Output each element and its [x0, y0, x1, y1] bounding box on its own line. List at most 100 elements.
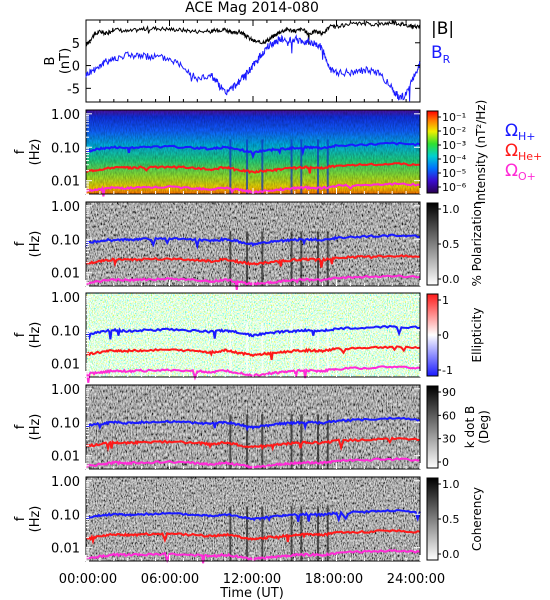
panel-intensity: 1.00 0.10 0.01 f (Hz) 10⁻¹10⁻²10⁻³10⁻⁴10⁻⁵10⁻…	[13, 100, 542, 205]
colorbar-label: Coherency	[470, 487, 484, 551]
colorbar-tick-label: -1	[442, 364, 453, 377]
dropout-streak	[317, 322, 320, 377]
gyrofrequency-line-he	[85, 254, 420, 268]
panel-kdotb: 1.00 0.10 0.01 f (Hz) 90 60 30 0 k dot B (Deg)	[13, 383, 491, 470]
legend-br: BR	[431, 43, 451, 66]
colorbar-tick-label: 10⁻⁵	[442, 167, 466, 180]
dropout-streak	[290, 231, 293, 286]
colorbar-ellipticity	[426, 293, 439, 377]
colorbar-polarization	[426, 202, 439, 286]
legend-br-main: B	[431, 43, 443, 63]
gyrofrequency-line-he	[85, 529, 421, 546]
panel-coherency: 1.00 0.10 0.01 f (Hz) 1.0 0.5 0.0 Coherency	[13, 475, 484, 564]
b-field-series	[85, 19, 421, 102]
ylabel-line2: (Hz)	[28, 139, 43, 166]
dropout-streak	[317, 414, 320, 469]
panel-polarization: 1.00 0.10 0.01 f (Hz) 1.0 0.5 0.0 % Polarization	[13, 200, 484, 290]
gyrofrequency-line-o	[85, 274, 421, 290]
ytick-label: 1.00	[51, 108, 80, 123]
dropout-streak	[261, 139, 264, 194]
ytick-label: 1.00	[51, 475, 80, 490]
xtick-label-3: 18:00:00	[305, 572, 363, 587]
xtick-label-2: 12:00:00	[223, 572, 281, 587]
b-ytick-label: 0	[72, 60, 80, 75]
xtick-label-1: 06:00:00	[141, 572, 199, 587]
colorbar-label-line1: k dot B	[463, 406, 477, 448]
xtick-label-4: 24:00:00	[387, 572, 445, 587]
ylabel-line1: f	[13, 241, 28, 246]
series-line-br	[85, 34, 421, 102]
colorbar-tick-label: 0.5	[442, 238, 460, 251]
ylabel-line1: f	[13, 424, 28, 429]
dropout-streak	[261, 231, 264, 286]
colorbar-tick-label: 10⁻⁴	[442, 153, 467, 166]
ytick-label: 0.10	[51, 324, 80, 339]
colorbar-tick-label: 0	[442, 329, 449, 342]
colorbar-tick-label: 1.0	[442, 478, 460, 491]
ylabel-line2: (Hz)	[28, 231, 43, 258]
ytick-label: 0.01	[51, 175, 80, 190]
figure-title: ACE Mag 2014-080	[185, 0, 319, 16]
gyrofrequency-line-he	[85, 162, 420, 174]
dropout-streak	[300, 322, 303, 377]
gyrofrequency-line-he	[85, 436, 421, 453]
dropout-streak	[290, 506, 293, 561]
colorbar-label-line2: (Deg)	[477, 410, 491, 444]
dropout-streak	[229, 231, 232, 286]
ytick-label: 0.10	[51, 233, 80, 248]
colorbar-intensity	[426, 110, 439, 194]
gyrofrequency-line-h	[85, 416, 421, 432]
ytick-label: 0.01	[51, 542, 80, 557]
dropout-streak	[246, 506, 249, 561]
series-line-b-magnitude	[85, 19, 421, 47]
gyrofrequency-line-h	[85, 324, 421, 341]
dropout-streak	[229, 322, 232, 377]
dropout-streak	[246, 231, 249, 286]
dropout-streak	[300, 414, 303, 469]
ylabel-line1: f	[13, 516, 28, 521]
colorbar-tick-label: 0.0	[442, 273, 460, 286]
dropout-streak	[229, 414, 232, 469]
colorbar-tick-label: 10⁻²	[442, 125, 466, 138]
gyrofrequency-line-h	[85, 141, 421, 160]
gyrofrequency-line-o	[85, 549, 421, 564]
legend-omega-o: ΩO+	[505, 161, 536, 183]
colorbar-tick-label: 10⁻¹	[442, 111, 466, 124]
colorbar-tick-label: 1	[442, 294, 449, 307]
colorbar-kdotb	[426, 385, 439, 469]
ylabel-line2: (Hz)	[28, 414, 43, 441]
ylabel-line2: (Hz)	[28, 506, 43, 533]
b-field-panel: 50-5 B (nT) |B| BR	[43, 19, 454, 103]
spectrogram-panels: 1.000.100.01f (Hz)10⁻¹10⁻²10⁻³10⁻⁴10⁻⁵10⁻…	[13, 100, 542, 564]
dropout-streak	[246, 322, 249, 377]
b-field-yaxis-ticks: 5 0 -5	[67, 20, 421, 102]
ytick-label: 0.10	[51, 416, 80, 431]
b-field-plot-frame	[85, 19, 421, 103]
gyrofrequency-line-o	[85, 457, 421, 470]
dropout-streak	[261, 506, 264, 561]
dropout-streak	[229, 506, 232, 561]
ytick-label: 1.00	[51, 383, 80, 398]
dropout-streak	[290, 139, 293, 194]
spectrogram-texture	[86, 110, 420, 194]
gyrofrequency-line-o	[85, 365, 421, 383]
legend-omega-he: ΩHe+	[505, 141, 542, 163]
legend-omega-h: ΩH+	[505, 121, 536, 143]
gyrofrequency-line-h	[85, 508, 421, 523]
dropout-streak	[229, 139, 232, 194]
ytick-label: 0.10	[51, 141, 80, 156]
dropout-streak	[290, 322, 293, 377]
colorbar-tick-label: 90	[442, 386, 456, 399]
gyrofrequency-line-he	[85, 345, 421, 361]
ytick-label: 0.01	[51, 267, 80, 282]
panel-ellipticity: 1.00 0.10 0.01 f (Hz) 1 0 -1 Ellipticity	[13, 291, 484, 383]
ylabel-line1: f	[13, 149, 28, 154]
colorbar-tick-label: 10⁻³	[442, 139, 466, 152]
ylabel-line1: f	[13, 332, 28, 337]
ytick-label: 1.00	[51, 200, 80, 215]
colorbar-label: % Polarization	[470, 202, 484, 287]
gyrofrequency-line-h	[85, 233, 421, 250]
colorbar-tick-label: 60	[442, 409, 456, 422]
colorbar-tick-label: 10⁻⁶	[442, 181, 467, 194]
colorbar-tick-label: 0	[442, 456, 449, 469]
